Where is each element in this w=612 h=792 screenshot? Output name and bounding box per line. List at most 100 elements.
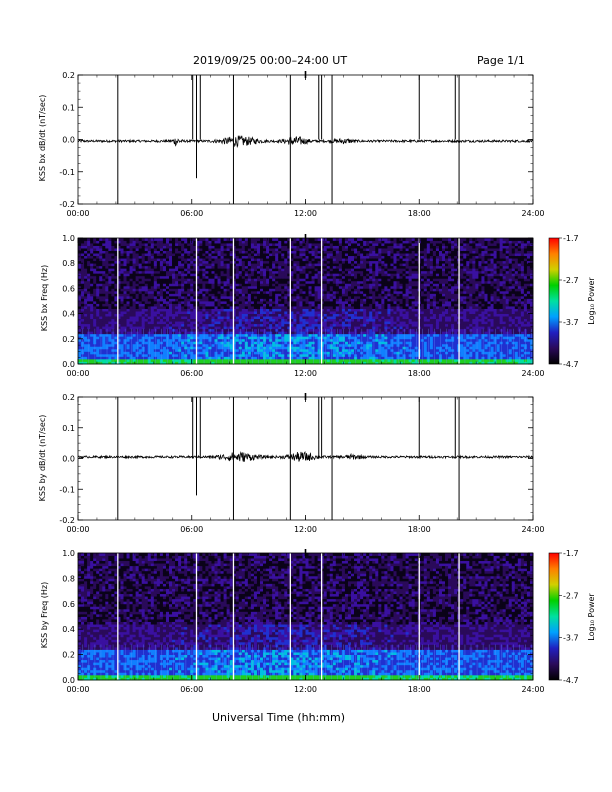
spectrogram-cell xyxy=(366,250,370,254)
spectrogram-cell xyxy=(141,275,146,279)
spectrogram-cell xyxy=(314,353,319,357)
spectrogram-cell xyxy=(338,343,343,347)
spectrogram-cell xyxy=(114,295,118,299)
spectrogram-cell xyxy=(344,348,349,352)
spectrogram-cell xyxy=(199,263,203,267)
spectrogram-cell xyxy=(323,275,328,279)
spectrogram-cell xyxy=(214,243,218,246)
spectrogram-cell xyxy=(317,298,322,302)
spectrogram-cell xyxy=(105,240,109,244)
spectrogram-cell xyxy=(256,248,261,251)
spectrogram-cell xyxy=(211,326,215,330)
spectrogram-cell xyxy=(308,301,312,304)
spectrogram-cell xyxy=(281,311,285,314)
spectrogram-cell xyxy=(102,243,106,246)
spectrogram-cell xyxy=(244,295,249,299)
spectrogram-cell xyxy=(90,298,94,302)
spectrogram-cell xyxy=(296,356,300,360)
spectrogram-cell xyxy=(351,293,355,297)
spectrogram-cell xyxy=(260,295,264,299)
spectrogram-cell xyxy=(229,278,234,282)
spectrogram-cell xyxy=(357,341,361,345)
spectrogram-cell xyxy=(344,361,349,365)
spectrogram-cell xyxy=(247,298,252,302)
spectrogram-cell xyxy=(196,295,200,299)
spectrogram-cell xyxy=(111,323,115,327)
spectrogram-cell xyxy=(199,313,203,317)
spectrogram-cell xyxy=(156,240,161,244)
spectrogram-cell xyxy=(208,321,212,325)
spectrogram-cell xyxy=(278,331,282,335)
spectrogram-cell xyxy=(347,288,352,292)
spectrogram-cell xyxy=(114,288,118,292)
spectrogram-cell xyxy=(108,243,112,246)
spectrogram-cell xyxy=(208,245,212,249)
spectrogram-cell xyxy=(256,243,261,246)
spectrogram-cell xyxy=(338,288,343,292)
spectrogram-cell xyxy=(266,273,270,277)
spectrogram-cell xyxy=(87,295,91,299)
spectrogram-cell xyxy=(296,275,300,279)
spectrogram-cell xyxy=(87,248,91,251)
spectrogram-cell xyxy=(320,285,325,289)
spectrogram-cell xyxy=(338,356,343,360)
spectrogram-cell xyxy=(162,311,167,314)
spectrogram-cell xyxy=(296,283,300,287)
spectrogram-cell xyxy=(181,336,185,340)
spectrogram-cell xyxy=(314,333,319,337)
spectrogram-cell xyxy=(99,248,103,251)
spectrogram-cell xyxy=(241,331,246,335)
spectrogram-cell xyxy=(308,268,312,272)
spectrogram-cell xyxy=(357,351,361,355)
spectrogram-cell xyxy=(263,265,267,269)
spectrogram-cell xyxy=(320,358,325,362)
spectrogram-cell xyxy=(205,265,209,269)
spectrogram-cell xyxy=(241,343,246,347)
spectrogram-cell xyxy=(117,260,121,264)
spectrogram-cell xyxy=(272,280,276,284)
spectrogram-cell xyxy=(308,343,312,347)
spectrogram-cell xyxy=(253,255,258,259)
spectrogram-cell xyxy=(190,278,194,282)
spectrogram-cell xyxy=(84,303,88,307)
spectrogram-cell xyxy=(272,283,276,287)
spectrogram-cell xyxy=(308,346,312,350)
spectrogram-cell xyxy=(150,295,155,299)
spectrogram-cell xyxy=(99,280,103,284)
spectrogram-cell xyxy=(332,275,337,279)
spectrogram-cell xyxy=(208,301,212,304)
spectrogram-cell xyxy=(281,290,285,294)
spectrogram-cell xyxy=(223,250,228,254)
spectrogram-cell xyxy=(305,270,309,274)
spectrogram-cell xyxy=(247,238,252,241)
spectrogram-cell xyxy=(111,238,115,241)
spectrogram-cell xyxy=(275,303,279,307)
spectrogram-cell xyxy=(238,270,243,274)
spectrogram-cell xyxy=(320,298,325,302)
spectrogram-cell xyxy=(181,295,185,299)
spectrogram-cell xyxy=(305,238,309,241)
spectrogram-cell xyxy=(114,346,118,350)
spectrogram-cell xyxy=(347,301,352,304)
spectrogram-cell xyxy=(181,248,185,251)
spectrogram-cell xyxy=(129,293,133,297)
spectrogram-cell xyxy=(347,265,352,269)
spectrogram-cell xyxy=(296,260,300,264)
spectrogram-cell xyxy=(162,361,167,365)
spectrogram-cell xyxy=(232,238,237,241)
spectrogram-cell xyxy=(84,311,88,314)
spectrogram-cell xyxy=(241,293,246,297)
spectrogram-cell xyxy=(302,270,306,274)
spectrogram-cell xyxy=(314,298,319,302)
spectrogram-cell xyxy=(211,270,215,274)
spectrogram-cell xyxy=(108,306,112,309)
spectrogram-cell xyxy=(102,308,106,312)
spectrogram-cell xyxy=(114,260,118,264)
spectrogram-cell xyxy=(296,351,300,355)
spectrogram-cell xyxy=(132,321,137,325)
spectrogram-cell xyxy=(344,316,349,320)
spectrogram-cell xyxy=(235,316,240,320)
spectrogram-cell xyxy=(150,326,155,330)
spectrogram-cell xyxy=(159,303,164,307)
spectrogram-cell xyxy=(172,268,176,272)
